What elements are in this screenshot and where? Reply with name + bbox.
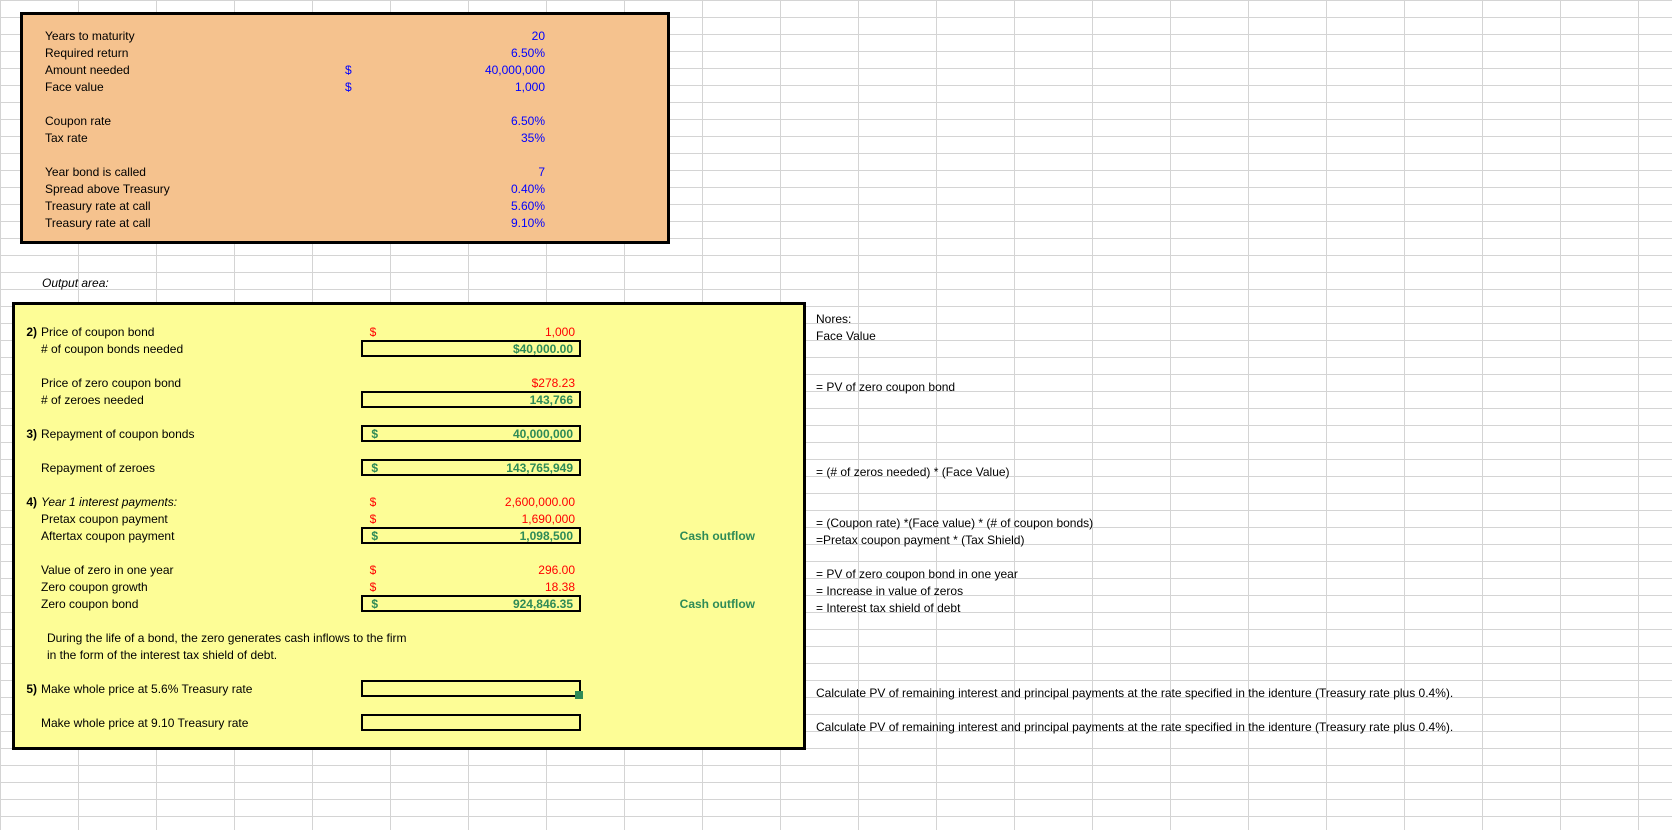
year1-label: Year 1 interest payments:	[41, 495, 361, 509]
num-zeros-value: 143,766	[387, 393, 579, 407]
note-zero-bond: = Interest tax shield of debt	[812, 599, 1652, 616]
note-repay-zeros: = (# of zeros needed) * (Face Value)	[812, 463, 1652, 480]
num-zeros-label: # of zeroes needed	[41, 393, 361, 407]
treasury-rate-2-label: Treasury rate at call	[45, 216, 345, 230]
boxed-cell[interactable]: $ 40,000,000	[361, 425, 581, 442]
fill-handle-icon[interactable]	[575, 691, 583, 699]
section-2-marker: 2)	[19, 325, 41, 339]
spread-above-treasury-value[interactable]: 0.40%	[375, 182, 645, 196]
repay-zeros-label: Repayment of zeroes	[41, 461, 361, 475]
num-coupon-bonds-value: $40,000.00	[387, 342, 579, 356]
spread-above-treasury-label: Spread above Treasury	[45, 182, 345, 196]
note-mwp-1: Calculate PV of remaining interest and p…	[812, 684, 1652, 701]
boxed-cell[interactable]: $ 924,846.35	[361, 595, 581, 612]
dollar-sign: $	[361, 512, 385, 526]
dollar-sign: $	[361, 580, 385, 594]
years-to-maturity-value[interactable]: 20	[375, 29, 645, 43]
tax-rate-label: Tax rate	[45, 131, 345, 145]
notes-header: Nores:	[812, 310, 1652, 327]
price-coupon-bond-value[interactable]: 1,000	[385, 325, 581, 339]
year-bond-called-label: Year bond is called	[45, 165, 345, 179]
treasury-rate-1-value[interactable]: 5.60%	[375, 199, 645, 213]
dollar-sign: $	[361, 495, 385, 509]
cash-outflow-note: Cash outflow	[581, 597, 761, 611]
dollar-sign: $	[345, 63, 375, 77]
zero-growth-label: Zero coupon growth	[41, 580, 361, 594]
price-zero-bond-label: Price of zero coupon bond	[41, 376, 361, 390]
note-mwp-2: Calculate PV of remaining interest and p…	[812, 718, 1652, 735]
zero-val-1yr-label: Value of zero in one year	[41, 563, 361, 577]
note-zero-1yr: = PV of zero coupon bond in one year	[812, 565, 1652, 582]
section-5-marker: 5)	[19, 682, 41, 696]
face-value-label: Face value	[45, 80, 345, 94]
required-return-label: Required return	[45, 46, 345, 60]
tax-rate-value[interactable]: 35%	[375, 131, 645, 145]
dollar-sign: $	[361, 325, 385, 339]
input-area-box: Years to maturity 20 Required return 6.50%…	[20, 12, 670, 244]
dollar-sign: $	[363, 427, 387, 441]
repay-zeros-value: 143,765,949	[387, 461, 579, 475]
pretax-label: Pretax coupon payment	[41, 512, 361, 526]
explain-line-1: During the life of a bond, the zero gene…	[41, 631, 641, 645]
note-face-value: Face Value	[812, 327, 1652, 344]
pretax-value[interactable]: 1,690,000	[385, 512, 581, 526]
num-coupon-bonds-label: # of coupon bonds needed	[41, 342, 361, 356]
boxed-cell[interactable]: 143,766	[361, 391, 581, 408]
aftertax-label: Aftertax coupon payment	[41, 529, 361, 543]
section-4-marker: 4)	[19, 495, 41, 509]
year-bond-called-value[interactable]: 7	[375, 165, 645, 179]
zero-bond-value: 924,846.35	[387, 597, 579, 611]
note-zero-growth: = Increase in value of zeros	[812, 582, 1652, 599]
amount-needed-value[interactable]: 40,000,000	[375, 63, 645, 77]
treasury-rate-2-value[interactable]: 9.10%	[375, 216, 645, 230]
dollar-sign: $	[361, 563, 385, 577]
boxed-cell[interactable]	[361, 714, 581, 731]
zero-bond-label: Zero coupon bond	[41, 597, 361, 611]
year1-value[interactable]: 2,600,000.00	[385, 495, 581, 509]
section-3-marker: 3)	[19, 427, 41, 441]
required-return-value[interactable]: 6.50%	[375, 46, 645, 60]
dollar-sign: $	[363, 529, 387, 543]
notes-column: Nores: Face Value = PV of zero coupon bo…	[812, 310, 1652, 735]
dollar-sign: $	[363, 597, 387, 611]
selected-cell[interactable]	[361, 680, 581, 697]
cash-outflow-note: Cash outflow	[581, 529, 761, 543]
repay-coupon-value: 40,000,000	[387, 427, 579, 441]
note-aftertax: =Pretax coupon payment * (Tax Shield)	[812, 531, 1652, 548]
dollar-sign: $	[345, 80, 375, 94]
boxed-cell[interactable]: $40,000.00	[361, 340, 581, 357]
coupon-rate-value[interactable]: 6.50%	[375, 114, 645, 128]
boxed-cell[interactable]: $ 1,098,500	[361, 527, 581, 544]
note-pretax: = (Coupon rate) *(Face value) * (# of co…	[812, 514, 1652, 531]
zero-val-1yr-value[interactable]: 296.00	[385, 563, 581, 577]
treasury-rate-1-label: Treasury rate at call	[45, 199, 345, 213]
repay-coupon-label: Repayment of coupon bonds	[41, 427, 361, 441]
years-to-maturity-label: Years to maturity	[45, 29, 345, 43]
mwp-910-label: Make whole price at 9.10 Treasury rate	[41, 716, 361, 730]
mwp-56-label: Make whole price at 5.6% Treasury rate	[41, 682, 361, 696]
zero-growth-value[interactable]: 18.38	[385, 580, 581, 594]
explain-line-2: in the form of the interest tax shield o…	[41, 648, 641, 662]
aftertax-value: 1,098,500	[387, 529, 579, 543]
coupon-rate-label: Coupon rate	[45, 114, 345, 128]
amount-needed-label: Amount needed	[45, 63, 345, 77]
price-coupon-bond-label: Price of coupon bond	[41, 325, 361, 339]
dollar-sign: $	[363, 461, 387, 475]
boxed-cell[interactable]: $ 143,765,949	[361, 459, 581, 476]
price-zero-bond-value[interactable]: $278.23	[385, 376, 581, 390]
output-area-label: Output area:	[42, 276, 109, 290]
face-value-value[interactable]: 1,000	[375, 80, 645, 94]
output-area-box: 2) Price of coupon bond $ 1,000 # of cou…	[12, 302, 806, 750]
note-pv-zero: = PV of zero coupon bond	[812, 378, 1652, 395]
